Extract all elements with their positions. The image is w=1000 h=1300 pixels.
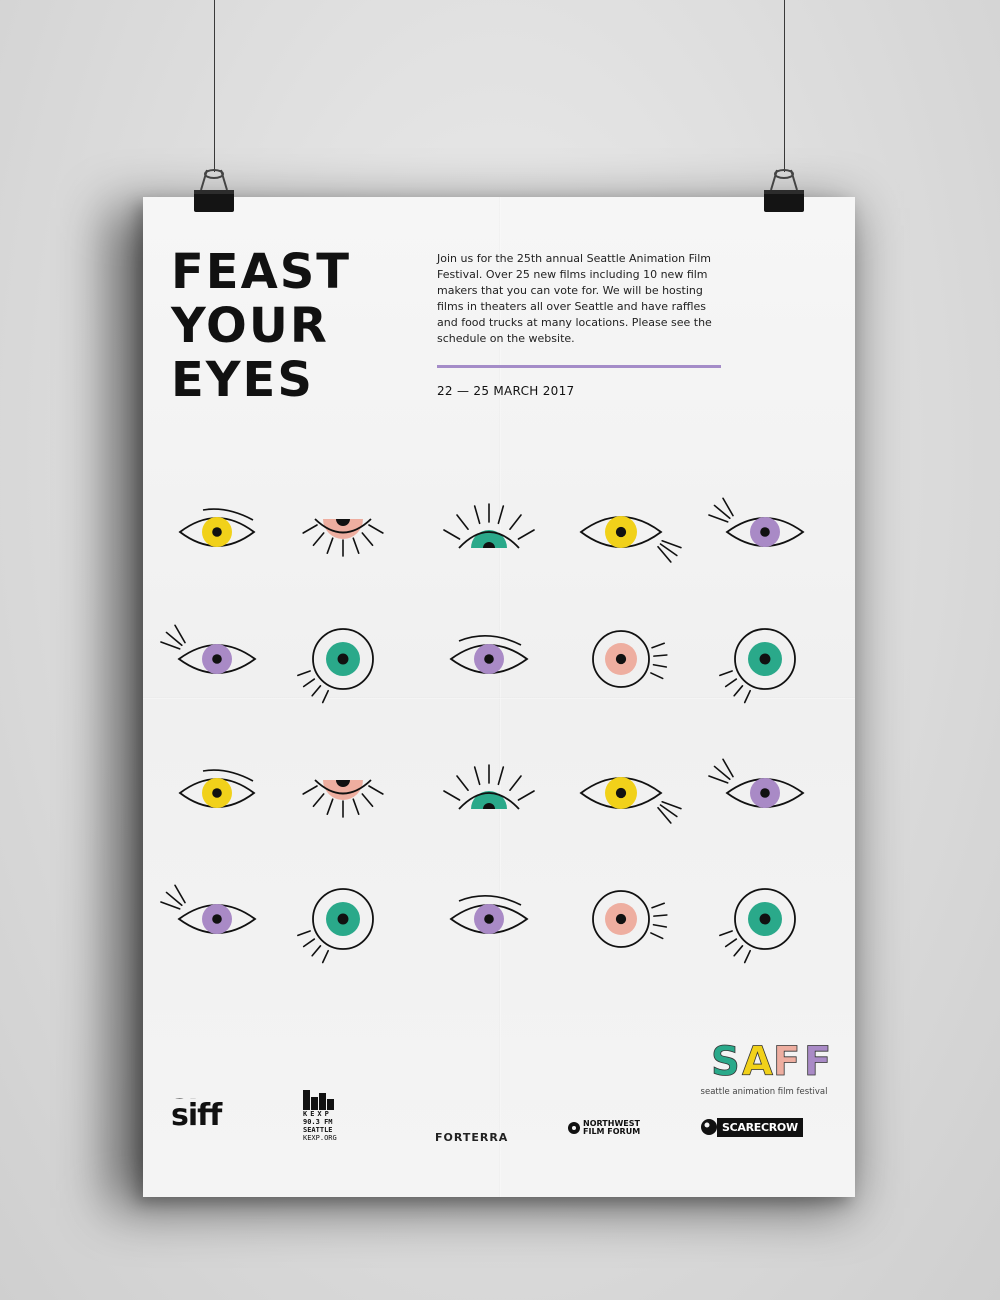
- eye-icon: [449, 895, 529, 934]
- eye-icon: [592, 890, 668, 948]
- saff-letter: F: [773, 1039, 800, 1081]
- siff-logo: siff siff: [171, 1093, 222, 1133]
- eye-icon: [443, 764, 535, 810]
- forterra-logo: FORTERRA: [435, 1131, 509, 1144]
- binder-clip-right: [764, 169, 804, 212]
- kexp-line-1: 90.3 FM: [303, 1118, 333, 1126]
- saff-letter: A: [742, 1039, 773, 1081]
- kexp-line-2: SEATTLE: [303, 1126, 333, 1134]
- eye-icon: [160, 884, 257, 934]
- northwest-film-forum-logo: NORTHWEST FILM FORUM: [567, 1120, 640, 1136]
- eye-icon: [579, 777, 682, 824]
- kexp-bar: [303, 1090, 310, 1110]
- intro-paragraph: Join us for the 25th annual Seattle Anim…: [437, 252, 712, 345]
- saff-tagline: seattle animation film festival: [700, 1087, 828, 1097]
- binder-clip-left: [194, 169, 234, 212]
- headline-line-2: YOUR: [171, 298, 329, 354]
- scarecrow-figure-icon: [701, 1119, 717, 1135]
- eye-icon: [160, 624, 257, 674]
- eye-illustration-grid: [160, 497, 805, 964]
- eye-icon: [297, 888, 374, 964]
- kexp-logo: KEXP 90.3 FM SEATTLE KEXP.ORG: [303, 1090, 343, 1142]
- eye-icon: [449, 635, 529, 674]
- eye-icon: [719, 628, 796, 704]
- kexp-bar: [327, 1099, 334, 1110]
- eye-icon: [708, 497, 805, 547]
- hanging-string-right: [784, 0, 785, 172]
- hanging-string-left: [214, 0, 215, 172]
- eye-icon: [302, 518, 384, 557]
- eye-icon: [719, 888, 796, 964]
- film-reel-icon: [568, 1122, 580, 1134]
- kexp-line-3: KEXP.ORG: [303, 1134, 337, 1142]
- eye-icon: [297, 628, 374, 704]
- siff-logo-top-arc: siff: [171, 1093, 221, 1099]
- eye-icon: [178, 508, 256, 547]
- siff-wordmark: siff: [171, 1098, 222, 1133]
- kexp-bars: [303, 1090, 343, 1110]
- headline-line-3: EYES: [171, 352, 314, 408]
- scarecrow-logo: SCARECROW: [699, 1117, 803, 1137]
- eye-icon: [592, 630, 668, 688]
- eye-icon: [302, 779, 384, 818]
- eye-icon: [443, 503, 535, 549]
- siff-mirrored-text: siff: [171, 1093, 221, 1099]
- saff-letter: F: [804, 1039, 829, 1081]
- kexp-letters: KEXP: [303, 1110, 332, 1118]
- nwff-line-1: NORTHWEST: [583, 1119, 640, 1128]
- eye-icon: [579, 516, 682, 563]
- kexp-bar: [311, 1097, 318, 1110]
- poster: FEAST YOUR EYES Join us for the 25th ann…: [143, 197, 855, 1197]
- poster-headline: FEAST YOUR EYES: [171, 245, 351, 407]
- saff-letter: S: [711, 1039, 740, 1081]
- kexp-bar: [319, 1093, 326, 1110]
- nwff-line-2: FILM FORUM: [583, 1127, 641, 1136]
- scarecrow-wordmark: SCARECROW: [717, 1117, 803, 1137]
- eye-icon: [178, 769, 256, 808]
- headline-line-1: FEAST: [171, 244, 352, 300]
- fold-line-horizontal: [143, 697, 855, 699]
- eye-icon: [708, 758, 805, 808]
- festival-dates: 22 — 25 MARCH 2017: [437, 384, 575, 398]
- divider-rule: [437, 365, 721, 368]
